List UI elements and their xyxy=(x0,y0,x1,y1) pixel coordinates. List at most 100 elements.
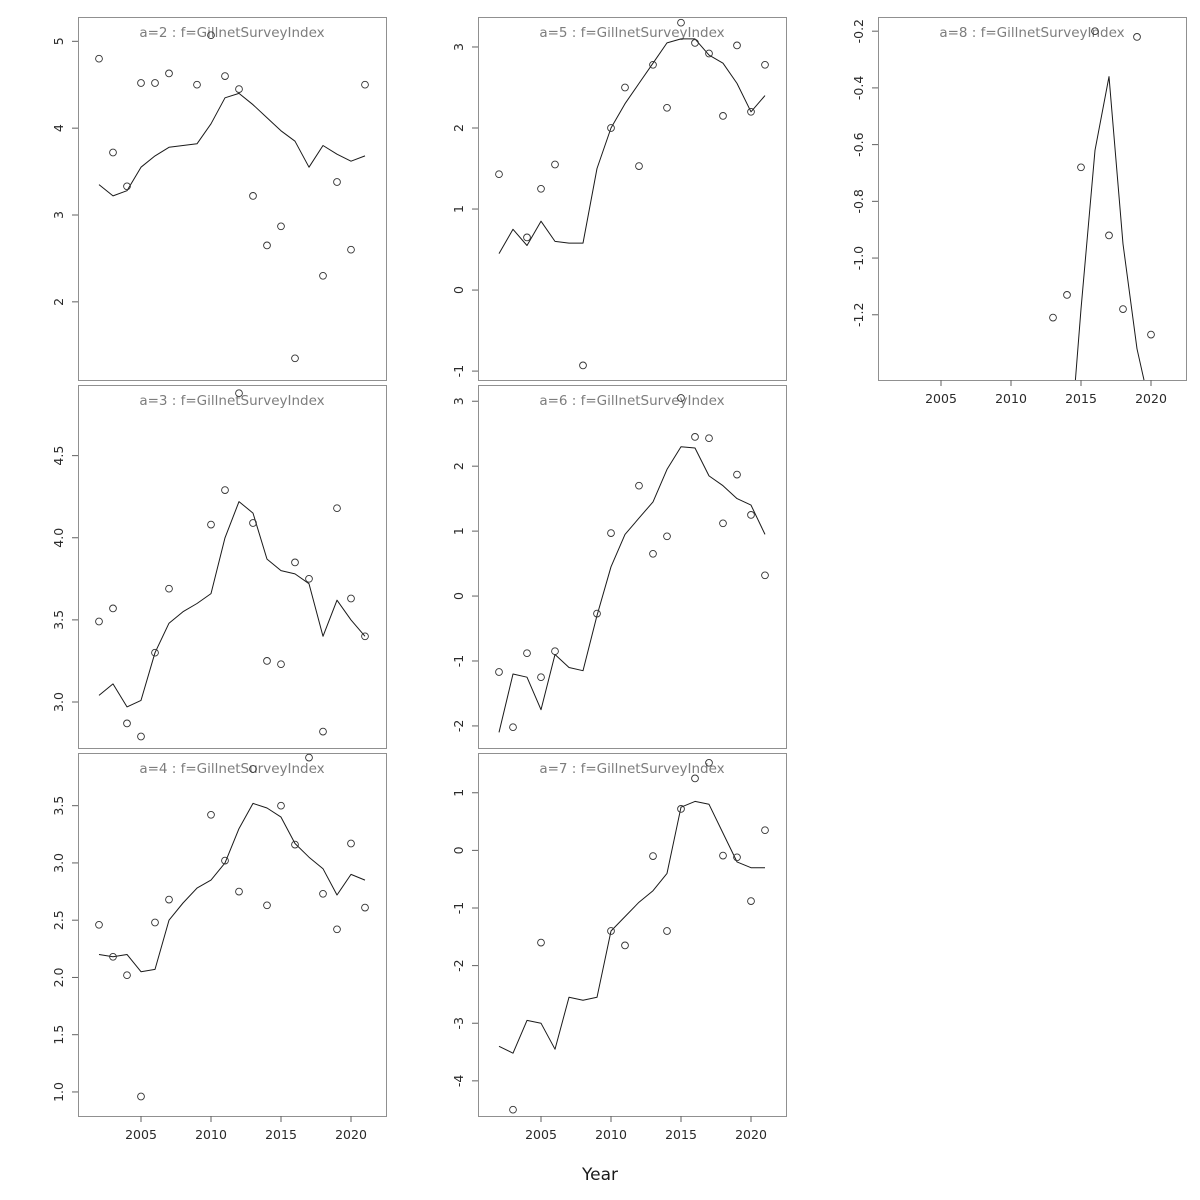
x-tick-label: 2005 xyxy=(925,391,957,406)
x-tick-label: 2015 xyxy=(665,1127,697,1142)
data-point xyxy=(123,971,131,980)
data-point xyxy=(1147,330,1155,339)
x-tick-label: 2020 xyxy=(335,1127,367,1142)
data-point xyxy=(509,1105,517,1114)
data-point xyxy=(649,549,657,558)
data-point xyxy=(705,758,713,767)
panel-box xyxy=(78,385,387,749)
data-point xyxy=(1105,231,1113,240)
data-point xyxy=(235,887,243,896)
data-point xyxy=(593,609,601,618)
data-point xyxy=(663,532,671,541)
panel-box xyxy=(878,17,1187,381)
data-point xyxy=(151,648,159,657)
data-point xyxy=(607,927,615,935)
panel-title: a=2 : f=GillnetSurveyIndex xyxy=(139,25,324,41)
data-point xyxy=(221,72,229,80)
panel-box xyxy=(478,385,787,749)
panel-title: a=3 : f=GillnetSurveyIndex xyxy=(139,393,324,409)
data-point xyxy=(207,520,215,529)
data-point xyxy=(761,60,769,69)
data-point xyxy=(263,901,271,910)
data-point xyxy=(649,852,657,860)
y-tick-label: -3 xyxy=(451,1017,466,1029)
data-point xyxy=(165,584,173,593)
data-point xyxy=(347,594,355,603)
x-tick-label: 2015 xyxy=(265,1127,297,1142)
data-point xyxy=(495,170,503,179)
data-point xyxy=(537,184,545,193)
x-tick-label: 2005 xyxy=(125,1127,157,1142)
data-point xyxy=(719,519,727,528)
data-point xyxy=(621,941,629,950)
data-point xyxy=(523,233,531,242)
data-point xyxy=(277,801,285,810)
panel-a6: a=6 : f=GillnetSurveyIndex -2 -1 0 1 2 3 xyxy=(451,385,787,749)
data-point xyxy=(109,952,117,961)
y-tick-label: 1.0 xyxy=(51,1082,66,1102)
data-point xyxy=(607,529,615,537)
data-point xyxy=(663,103,671,112)
y-tick-label: 2 xyxy=(51,298,66,306)
data-point xyxy=(733,853,741,862)
data-point xyxy=(1119,305,1127,313)
fit-line xyxy=(98,501,366,708)
y-tick-label: -1 xyxy=(451,365,466,377)
fit-line xyxy=(98,92,366,197)
y-tick-label: 1 xyxy=(451,527,466,535)
panel-title: a=8 : f=GillnetSurveyIndex xyxy=(939,25,1124,41)
x-axis-title: Year xyxy=(581,1165,618,1185)
data-point xyxy=(137,79,145,87)
y-tick-label: 2.0 xyxy=(51,967,66,987)
fit-line xyxy=(498,800,765,1054)
panel-a3: a=3 : f=GillnetSurveyIndex 3.0 3.5 4.0 4.5 xyxy=(51,385,387,749)
y-tick-label: 1 xyxy=(451,205,466,213)
data-point xyxy=(733,41,741,50)
data-point xyxy=(305,753,313,762)
data-point xyxy=(221,486,229,494)
data-point xyxy=(109,148,117,157)
data-point xyxy=(95,920,103,929)
data-point xyxy=(747,511,755,519)
data-point xyxy=(691,433,699,441)
data-point xyxy=(319,271,327,280)
panel-box xyxy=(478,17,787,381)
data-point xyxy=(747,107,755,116)
data-point xyxy=(677,805,685,813)
data-point xyxy=(635,481,643,490)
data-point xyxy=(691,39,699,47)
y-tick-label: 0 xyxy=(451,286,466,294)
x-tick-label: 2020 xyxy=(735,1127,767,1142)
data-point xyxy=(305,574,313,583)
data-point xyxy=(579,361,587,370)
data-point xyxy=(691,774,699,783)
data-point xyxy=(235,85,243,93)
data-point xyxy=(361,80,369,89)
data-point xyxy=(495,668,503,676)
y-tick-label: -2 xyxy=(451,959,466,971)
data-point xyxy=(263,241,271,250)
y-tick-label: 3.0 xyxy=(51,692,66,712)
data-point xyxy=(361,632,369,641)
data-point xyxy=(235,389,243,398)
data-point xyxy=(333,178,341,186)
data-point xyxy=(123,719,131,728)
data-point xyxy=(249,765,257,773)
data-point xyxy=(621,83,629,92)
y-tick-label: 3 xyxy=(51,211,66,219)
data-point xyxy=(291,354,299,363)
y-tick-label: 4 xyxy=(51,124,66,132)
x-tick-label: 2005 xyxy=(525,1127,557,1142)
data-point xyxy=(291,840,299,849)
panel-a2: a=2 : f=GillnetSurveyIndex 2 3 4 5 xyxy=(51,17,387,381)
panel-title: a=4 : f=GillnetSurveyIndex xyxy=(139,761,324,777)
y-tick-label: 4.5 xyxy=(51,446,66,466)
data-point xyxy=(193,80,201,89)
y-tick-label: 4.0 xyxy=(51,528,66,548)
data-point xyxy=(747,897,755,905)
data-point xyxy=(523,649,531,658)
data-point xyxy=(761,826,769,835)
y-tick-label: -0.6 xyxy=(851,132,866,156)
data-point xyxy=(165,69,173,78)
